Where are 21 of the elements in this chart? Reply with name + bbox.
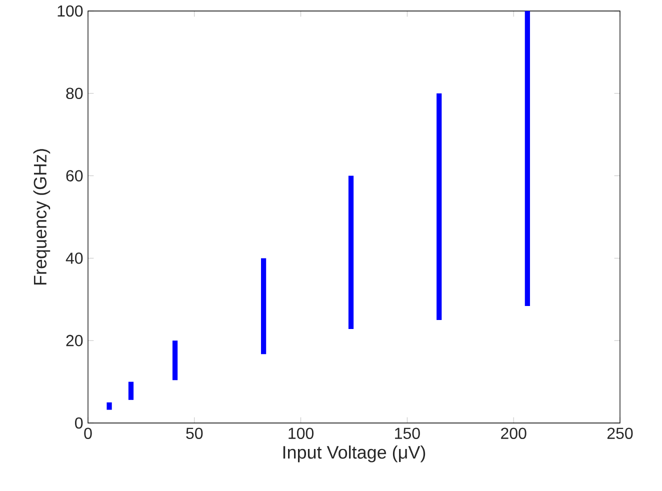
y-axis-title: Frequency (GHz) <box>33 149 50 285</box>
y-tick-label: 20 <box>66 334 83 346</box>
bar <box>106 402 112 410</box>
bar <box>172 340 178 380</box>
x-tick-label: 250 <box>607 428 633 440</box>
bar <box>436 93 442 320</box>
x-tick-label: 200 <box>501 428 526 440</box>
x-tick-label: 100 <box>288 428 314 440</box>
bar <box>348 176 354 330</box>
y-tick-label: 40 <box>66 252 83 264</box>
y-tick-label: 0 <box>75 417 83 429</box>
x-tick-label: 50 <box>186 428 203 440</box>
x-tick-label: 150 <box>395 428 420 440</box>
bar <box>524 10 530 306</box>
y-tick-label: 100 <box>58 5 83 17</box>
x-axis-title: Input Voltage (μV) <box>283 446 426 462</box>
bar <box>261 258 266 354</box>
x-tick-label: 0 <box>84 428 92 440</box>
bar <box>128 382 134 400</box>
y-tick-label: 80 <box>66 88 83 100</box>
y-tick-label: 60 <box>66 170 83 182</box>
